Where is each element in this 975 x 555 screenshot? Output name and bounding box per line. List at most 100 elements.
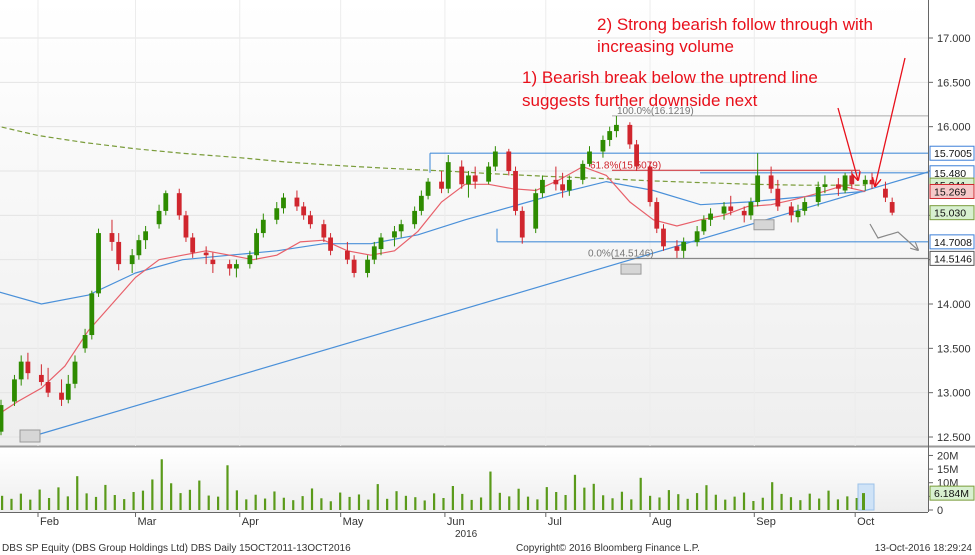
candle-body — [815, 186, 821, 203]
candle-body — [89, 293, 95, 336]
volume-bar — [714, 494, 717, 510]
fib-100-label: 100.0%(16.1219) — [617, 106, 694, 117]
price-tag-box — [929, 145, 975, 161]
x-tick-label: May — [343, 516, 364, 528]
year-label: 2016 — [455, 529, 478, 540]
volume-bar — [620, 491, 624, 510]
candle-body — [600, 139, 606, 152]
y-tick-label: 13.000 — [937, 388, 971, 400]
candle-body — [38, 374, 44, 383]
volume-bar — [789, 497, 793, 510]
candle-body — [883, 188, 888, 198]
volume-bar — [414, 497, 417, 510]
volume-bar — [555, 492, 558, 510]
candle-body — [203, 252, 209, 256]
candle-body — [587, 151, 592, 164]
candle-body — [802, 202, 808, 211]
candle-body — [365, 259, 370, 273]
candle-body — [681, 241, 687, 251]
volume-bar — [724, 499, 727, 510]
annotation-2-line-1: 2) Strong bearish follow through with — [597, 15, 873, 34]
price-tag-label: 15.480 — [934, 168, 966, 180]
volume-bar — [517, 488, 520, 510]
candle-body — [65, 383, 71, 400]
volume-bar — [536, 499, 539, 510]
volume-bar — [273, 491, 276, 510]
volume-bar — [686, 498, 689, 510]
projection-path — [869, 223, 918, 250]
candle-body — [274, 208, 280, 220]
volume-bar — [235, 490, 238, 510]
volume-bar — [123, 499, 126, 510]
volume-bar — [94, 496, 98, 510]
x-tick-label: Feb — [40, 516, 59, 528]
candle-body — [614, 124, 619, 132]
price-tag-box — [929, 183, 975, 199]
candlesticks — [0, 116, 895, 436]
volume-bar — [705, 485, 708, 510]
candle-body — [129, 255, 135, 265]
volume-bar — [855, 498, 858, 510]
volume-bar — [799, 500, 802, 510]
volume-bar — [76, 476, 79, 510]
candle-body — [344, 250, 350, 260]
volume-bar — [141, 490, 145, 510]
candle-body — [553, 179, 559, 185]
annotation-1-arrow — [837, 107, 858, 180]
volume-bar — [170, 483, 173, 510]
candle-body — [0, 405, 4, 432]
candle-body — [540, 179, 545, 194]
volume-bar — [386, 498, 389, 510]
volume-bar — [66, 496, 69, 510]
time-axis: Feb Mar Apr May Jun Jul Aug Sep Oct — [37, 512, 874, 528]
y-tick-label: 14.000 — [937, 299, 971, 311]
candle-body — [25, 361, 31, 374]
volume-bar — [282, 497, 285, 510]
candle-body — [708, 213, 713, 220]
candle-body — [176, 193, 182, 216]
volume-bar — [254, 494, 257, 510]
volume-bar — [677, 494, 680, 510]
volume-bar — [771, 482, 774, 510]
candle-body — [822, 184, 828, 187]
candle-body — [768, 175, 774, 189]
candle-body — [466, 175, 471, 185]
x-tick-label: Apr — [242, 516, 259, 528]
candle-body — [445, 162, 451, 189]
volume-bar — [310, 488, 314, 510]
candle-body — [492, 151, 498, 167]
fib-618-label: 61.8%(15.5079) — [590, 160, 661, 171]
candle-body — [647, 166, 653, 203]
price-tag-label: 14.7008 — [934, 237, 972, 249]
candle-body — [519, 210, 525, 238]
volume-bar — [639, 477, 642, 510]
ma-short-line — [0, 165, 866, 414]
y-tick-label: 16.500 — [937, 77, 971, 89]
candle-body — [869, 179, 875, 185]
volume-bar — [433, 493, 436, 510]
volume-tick-label: 15M — [937, 464, 958, 476]
y-tick-label: 16.000 — [937, 122, 971, 134]
candle-body — [701, 219, 707, 232]
volume-bar — [451, 486, 454, 510]
volume-bar — [761, 497, 764, 510]
price-tag-box — [929, 234, 975, 250]
candle-body — [748, 202, 754, 216]
candle-body — [654, 202, 660, 229]
volume-bar — [57, 487, 60, 510]
volume-bar — [217, 496, 220, 510]
volume-axis: 20M15M10M5M06.184M — [928, 450, 975, 517]
candle-body — [425, 181, 431, 196]
candle-body — [254, 233, 259, 256]
candle-body — [755, 175, 761, 203]
volume-bar — [470, 499, 473, 510]
candle-body — [371, 246, 377, 260]
volume-bar — [742, 492, 746, 510]
volume-bar — [649, 495, 652, 510]
candle-body — [674, 246, 680, 251]
volume-bar — [667, 490, 670, 510]
candle-body — [728, 206, 734, 211]
chart-overlays: 100.0%(16.1219) 61.8%(15.5079) 0.0%(14.514… — [19, 106, 929, 443]
grid-lines — [0, 0, 928, 446]
